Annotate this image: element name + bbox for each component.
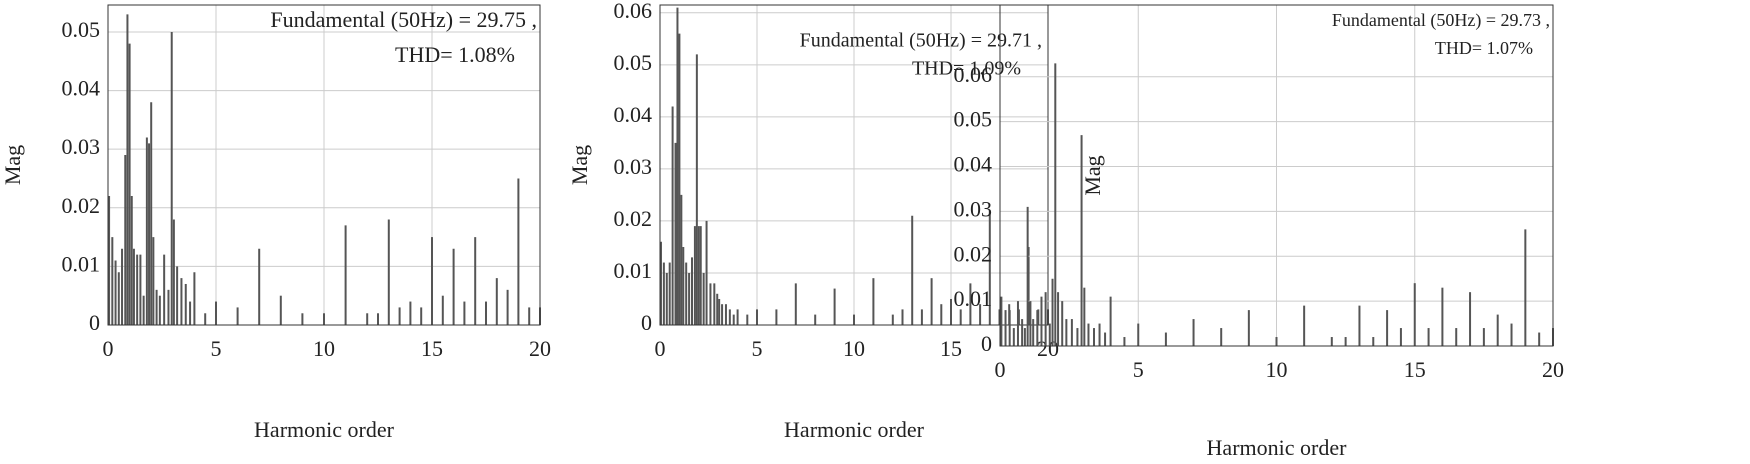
y-tick-label: 0.04 <box>62 76 101 101</box>
plot-frame <box>107 4 541 326</box>
x-tick-label: 5 <box>211 336 222 361</box>
y-tick-label: 0.06 <box>954 62 993 87</box>
x-tick-label: 5 <box>1133 357 1144 382</box>
annotation: THD= 1.08% <box>395 42 515 67</box>
y-tick-label: 0.05 <box>614 50 653 75</box>
y-tick-label: 0.03 <box>614 154 653 179</box>
y-axis-label: Mag <box>567 145 592 185</box>
y-tick-label: 0.02 <box>614 206 653 231</box>
y-axis-label: Mag <box>1080 155 1105 195</box>
x-tick-label: 15 <box>940 336 962 361</box>
x-tick-label: 0 <box>103 336 114 361</box>
y-tick-label: 0.03 <box>954 196 993 221</box>
x-tick-label: 0 <box>995 357 1006 382</box>
y-tick-label: 0 <box>89 310 100 335</box>
annotation: THD= 1.07% <box>1435 38 1533 58</box>
y-tick-label: 0.06 <box>614 0 653 23</box>
x-tick-label: 15 <box>1404 357 1426 382</box>
x-tick-label: 20 <box>1542 357 1564 382</box>
x-tick-label: 10 <box>843 336 865 361</box>
y-tick-label: 0.04 <box>954 152 993 177</box>
y-axis-label: Mag <box>0 145 25 185</box>
y-tick-label: 0.01 <box>954 286 993 311</box>
x-tick-label: 10 <box>1266 357 1288 382</box>
y-tick-label: 0.02 <box>954 241 993 266</box>
annotation: THD= 1.09% <box>912 58 1021 80</box>
x-tick-label: 0 <box>655 336 666 361</box>
x-tick-label: 20 <box>529 336 551 361</box>
x-axis-label: Harmonic order <box>1207 435 1348 460</box>
annotation: Fundamental (50Hz) = 29.71 , <box>800 30 1042 52</box>
y-tick-label: 0.04 <box>614 102 653 127</box>
y-tick-label: 0.02 <box>62 193 101 218</box>
y-tick-label: 0.01 <box>62 251 101 276</box>
y-tick-label: 0 <box>981 331 992 356</box>
y-tick-label: 0.03 <box>62 134 101 159</box>
y-tick-label: 0.05 <box>954 107 993 132</box>
x-axis-label: Harmonic order <box>784 417 925 442</box>
y-tick-label: 0.05 <box>62 17 101 42</box>
plot-frame <box>659 4 1049 326</box>
x-tick-label: 5 <box>752 336 763 361</box>
plot-frame <box>999 4 1554 347</box>
x-tick-label: 10 <box>313 336 335 361</box>
x-axis-label: Harmonic order <box>254 417 395 442</box>
y-tick-label: 0 <box>641 310 652 335</box>
x-tick-label: 15 <box>421 336 443 361</box>
annotation: Fundamental (50Hz) = 29.75 , <box>270 7 537 32</box>
annotation: Fundamental (50Hz) = 29.73 , <box>1332 10 1550 31</box>
y-tick-label: 0.01 <box>614 258 653 283</box>
